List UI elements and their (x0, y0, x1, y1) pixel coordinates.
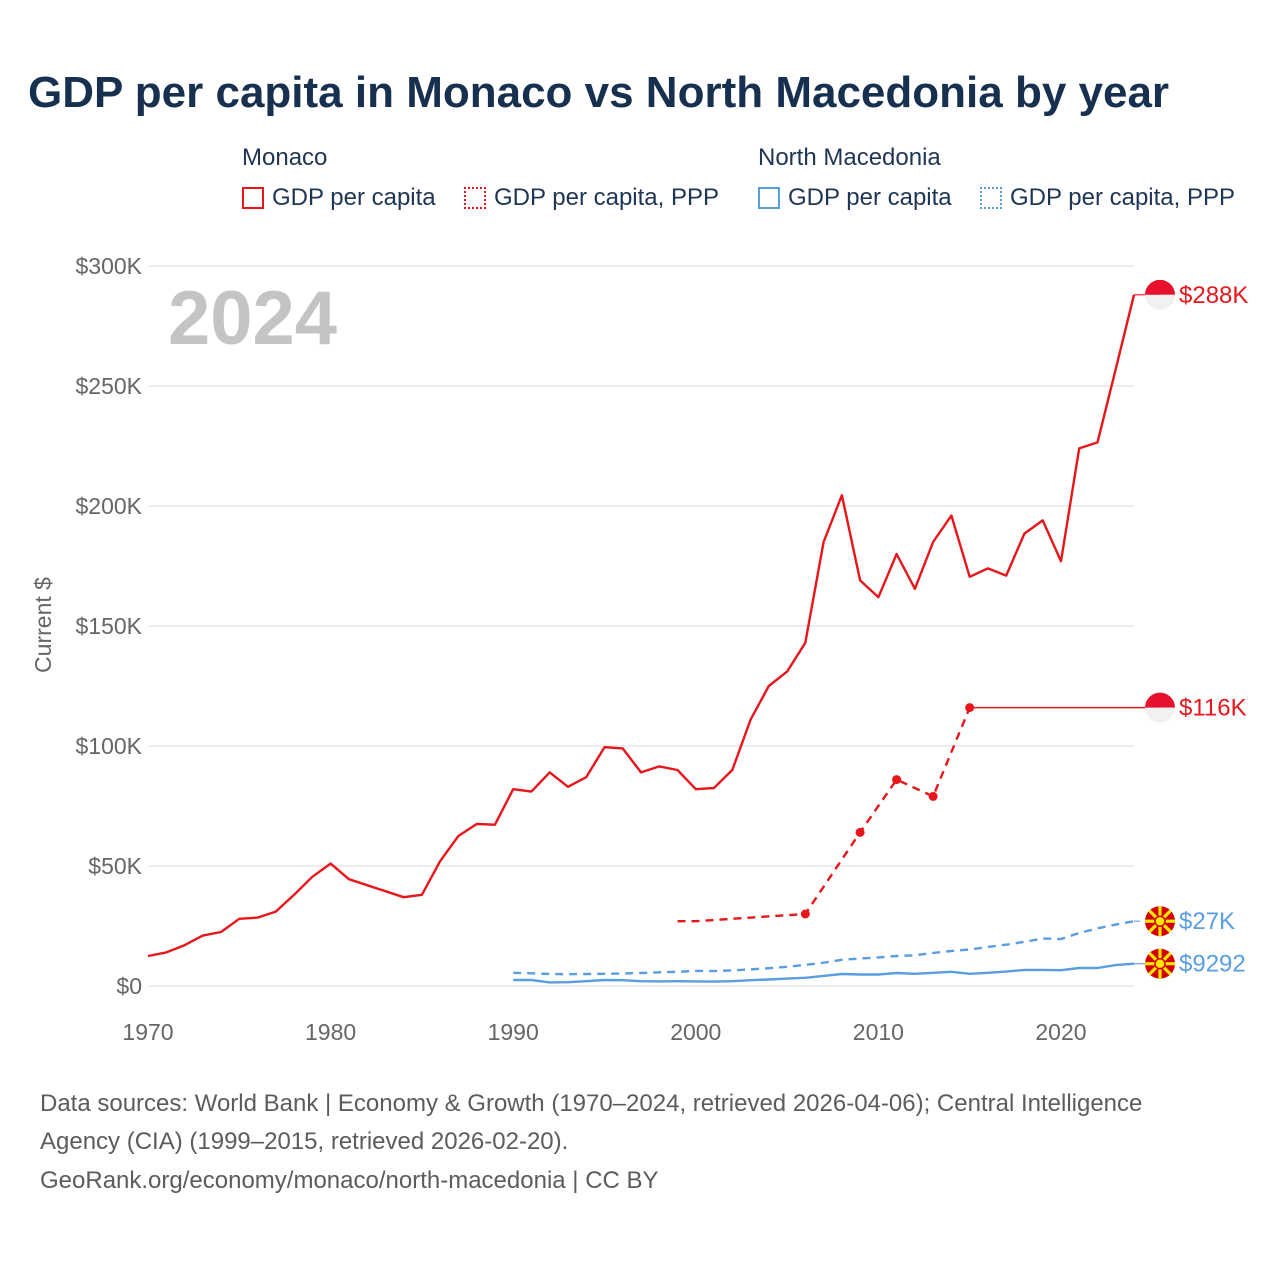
end-value-label: $9292 (1179, 951, 1246, 978)
y-tick-label: $50K (88, 853, 142, 879)
end-value-label: $27K (1179, 908, 1235, 935)
line-chart: 2024 $0 $50K $100K $150K $200K $250K $300K 1970… (30, 253, 1248, 1045)
monaco-flag-icon (1145, 692, 1175, 723)
series-line-north-macedonia[interactable] (513, 962, 1135, 984)
series-line-north-macedonia-ppp[interactable] (513, 920, 1135, 976)
legend-label: GDP per capita, PPP (1010, 184, 1235, 211)
x-tick-label: 1990 (488, 1019, 539, 1045)
legend-label: GDP per capita, PPP (494, 184, 719, 211)
legend-label: GDP per capita (272, 184, 436, 211)
series-group (147, 294, 1160, 984)
x-tick-label: 1970 (122, 1019, 173, 1045)
data-point[interactable] (965, 703, 975, 713)
footer-attribution[interactable]: GeoRank.org/economy/monaco/north-macedon… (40, 1167, 659, 1194)
y-axis-label: Current $ (30, 577, 56, 673)
y-tick-label: $150K (75, 613, 142, 639)
x-tick-label: 1980 (305, 1019, 356, 1045)
y-tick-label: $250K (75, 373, 142, 399)
data-point[interactable] (928, 791, 938, 801)
legend-swatch-solid-icon (758, 187, 780, 209)
north-macedonia-flag-icon (1145, 948, 1175, 979)
legend-item-monaco-gdp[interactable]: GDP per capita (242, 184, 436, 212)
grid-lines (148, 265, 1134, 987)
series-line-monaco[interactable] (147, 294, 1136, 958)
legend-item-monaco-gdp-ppp[interactable]: GDP per capita, PPP (464, 184, 719, 212)
y-tick-label: $300K (75, 253, 142, 279)
x-tick-label: 2020 (1035, 1019, 1086, 1045)
axes: $0 $50K $100K $150K $200K $250K $300K 1970 1980 1… (75, 253, 1086, 1045)
data-point[interactable] (855, 827, 865, 837)
x-tick-label: 2000 (670, 1019, 721, 1045)
legend-swatch-dotted-icon (980, 187, 1002, 209)
legend-item-north-macedonia-gdp-ppp[interactable]: GDP per capita, PPP (980, 184, 1235, 212)
series-line-monaco-ppp[interactable] (677, 707, 971, 923)
legend-swatch-solid-icon (242, 187, 264, 209)
chart-title: GDP per capita in Monaco vs North Macedo… (28, 68, 1170, 117)
data-point[interactable] (892, 775, 902, 785)
y-tick-label: $0 (116, 973, 142, 999)
end-labels: $288K $116K $9292 $27K (1145, 279, 1248, 979)
legend-group-monaco: Monaco (242, 144, 328, 171)
year-label: 2024 (168, 276, 337, 361)
y-tick-label: $200K (75, 493, 142, 519)
legend-group-north-macedonia: North Macedonia (758, 144, 941, 171)
x-tick-label: 2010 (853, 1019, 904, 1045)
legend-item-north-macedonia-gdp[interactable]: GDP per capita (758, 184, 952, 212)
footer-sources-line1: Data sources: World Bank | Economy & Gro… (40, 1090, 1143, 1117)
y-tick-label: $100K (75, 733, 142, 759)
end-value-label: $288K (1179, 282, 1248, 309)
legend-label: GDP per capita (788, 184, 952, 211)
end-value-label: $116K (1179, 695, 1247, 722)
legend-swatch-dotted-icon (464, 187, 486, 209)
north-macedonia-flag-icon (1145, 906, 1175, 937)
footer-sources-line2: Agency (CIA) (1999–2015, retrieved 2026-… (40, 1128, 569, 1155)
monaco-flag-icon (1145, 279, 1175, 310)
data-point[interactable] (800, 909, 810, 919)
